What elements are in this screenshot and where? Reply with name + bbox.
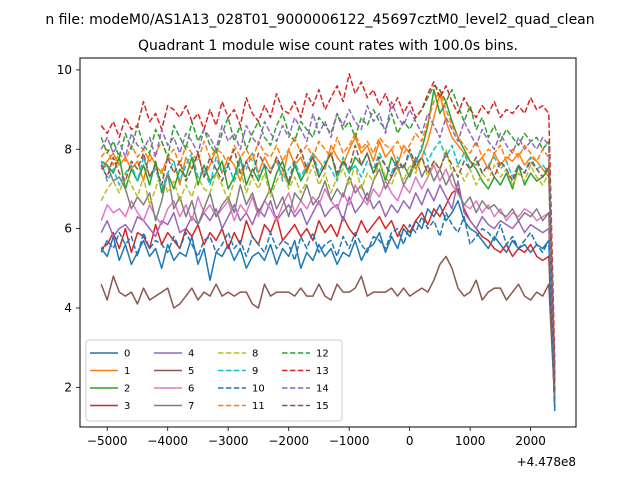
- legend-label-15: 15: [316, 401, 329, 412]
- series-line-7: [100, 156, 556, 404]
- legend-label-4: 4: [188, 349, 194, 360]
- series-line-13: [100, 73, 556, 364]
- legend-label-9: 9: [252, 366, 258, 377]
- series-line-15: [100, 144, 556, 392]
- series-line-14: [100, 100, 556, 384]
- legend-label-0: 0: [124, 349, 130, 360]
- x-axis: −5000 −4000 −3000 −2000 −1000 0 1000 2000: [87, 427, 546, 448]
- legend-label-8: 8: [252, 349, 258, 360]
- legend-label-11: 11: [252, 401, 265, 412]
- x-tick-label: −3000: [208, 434, 249, 448]
- legend-label-3: 3: [124, 401, 130, 412]
- legend-label-12: 12: [316, 349, 329, 360]
- y-tick-label: 4: [64, 301, 72, 315]
- legend-label-13: 13: [316, 366, 329, 377]
- legend-label-7: 7: [188, 401, 194, 412]
- series-line-4: [100, 180, 556, 400]
- y-tick-label: 6: [64, 222, 72, 236]
- chart-title: Quadrant 1 module wise count rates with …: [138, 38, 518, 54]
- x-tick-label: 0: [406, 434, 414, 448]
- y-tick-label: 2: [64, 380, 72, 394]
- series-layer: [100, 73, 556, 412]
- x-tick-label: 2000: [515, 434, 546, 448]
- series-line-11: [100, 88, 556, 376]
- series-line-0: [100, 200, 556, 412]
- x-tick-label: −5000: [87, 434, 128, 448]
- series-line-10: [100, 211, 556, 408]
- y-axis: 2 4 6 8 10: [57, 63, 80, 394]
- x-tick-label: −1000: [329, 434, 370, 448]
- legend-label-14: 14: [316, 384, 329, 395]
- series-line-5: [100, 255, 556, 404]
- x-tick-label: −2000: [268, 434, 309, 448]
- x-tick-label: −4000: [147, 434, 188, 448]
- y-tick-label: 10: [57, 63, 72, 77]
- y-tick-label: 8: [64, 142, 72, 156]
- series-line-9: [100, 140, 556, 384]
- legend-label-1: 1: [124, 366, 130, 377]
- legend-label-10: 10: [252, 384, 265, 395]
- legend-label-5: 5: [188, 366, 194, 377]
- legend-frame: [85, 339, 343, 422]
- legend-label-6: 6: [188, 384, 194, 395]
- series-line-2: [100, 88, 556, 380]
- legend-label-2: 2: [124, 384, 130, 395]
- series-line-8: [100, 148, 556, 388]
- axes-frame: [79, 57, 577, 428]
- figure-suptitle: n file: modeM0/AS1A13_028T01_9000006122_…: [45, 12, 594, 28]
- x-offset-text: +4.478e8: [517, 455, 576, 469]
- x-tick-label: 1000: [455, 434, 486, 448]
